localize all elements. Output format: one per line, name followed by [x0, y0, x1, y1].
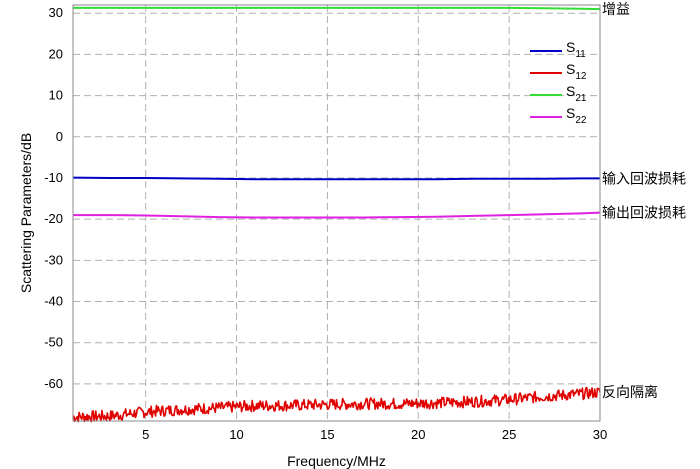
y-tick-label: -30	[44, 252, 63, 267]
series-lines	[72, 6, 601, 423]
series-line-s12	[72, 386, 601, 423]
series-line-s22	[73, 211, 601, 219]
plot-frame	[72, 4, 601, 422]
series-annotation: 反向隔离	[602, 384, 658, 401]
x-axis-label: Frequency/MHz	[287, 453, 386, 469]
y-tick-label: 20	[49, 46, 63, 61]
series-line-s11	[72, 176, 600, 181]
series-annotation: 输出回波损耗	[602, 206, 686, 222]
y-axis-label: Scattering Parameters/dB	[18, 133, 34, 293]
series-annotation: 增益	[602, 2, 630, 18]
y-tick-label: -20	[44, 211, 63, 226]
y-tick-label: 0	[56, 129, 63, 144]
legend-label: S22	[566, 105, 587, 126]
y-tick-label: 10	[49, 88, 63, 103]
series-line-s21	[73, 6, 601, 11]
x-tick-label: 10	[229, 427, 243, 442]
y-tick-label: -60	[44, 376, 63, 391]
legend-label: S12	[566, 61, 587, 82]
x-tick-label: 5	[142, 427, 149, 442]
y-tick-label: -10	[44, 170, 63, 185]
series-annotation: 输入回波损耗	[602, 171, 686, 187]
x-tick-label: 15	[320, 427, 334, 442]
y-tick-label: 30	[49, 5, 63, 20]
x-tick-label: 20	[411, 427, 425, 442]
legend-label: S21	[566, 83, 587, 104]
tick-labels: 5 10 15 20 25 30 30 20 10 0 -10 -20 -30 -40 -50 -60	[44, 5, 607, 442]
y-tick-label: -40	[44, 294, 63, 309]
x-tick-label: 25	[502, 427, 516, 442]
x-tick-label: 30	[593, 427, 607, 442]
y-tick-label: -50	[44, 335, 63, 350]
legend-label: S11	[566, 39, 586, 60]
